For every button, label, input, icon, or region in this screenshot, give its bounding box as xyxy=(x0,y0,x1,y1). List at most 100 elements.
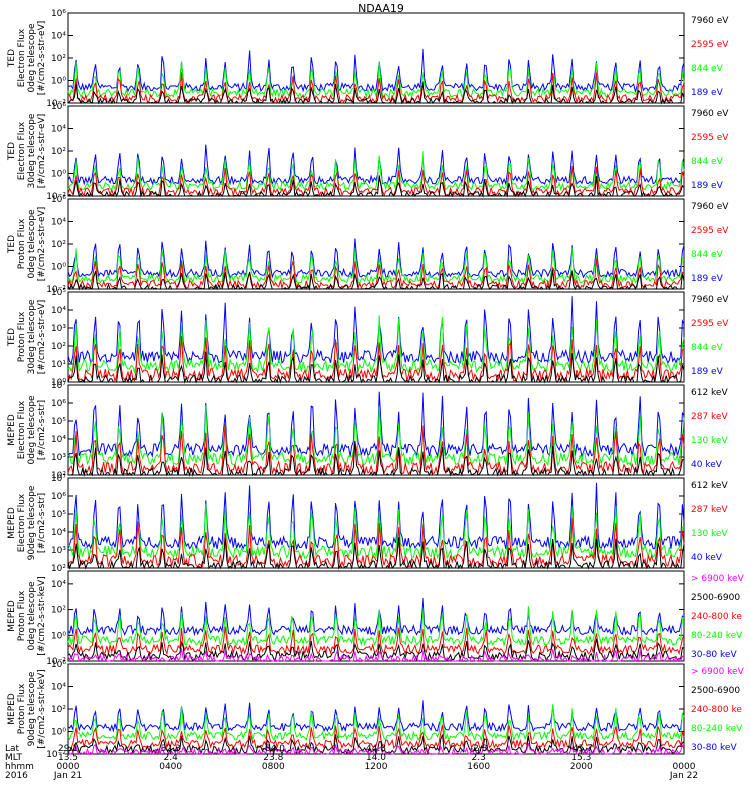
legend-entry: 2500-6900 xyxy=(691,686,740,696)
panel-frame xyxy=(67,198,685,290)
panel-4: 10⁰ 10¹ 10² 10³ 10⁴ 10⁵ TEDProton Flux30deg te… xyxy=(7,288,729,388)
legend-entry: 612 keV xyxy=(691,388,728,398)
x-tick-label: 0000 xyxy=(673,762,696,772)
series-line xyxy=(67,700,685,733)
y-tick-label: 10⁻² xyxy=(46,657,66,667)
y-axis-label: MEPEDElectron Flux90deg telescope[#/cm2-… xyxy=(7,485,47,560)
legend-entry: 80-240 keV xyxy=(691,631,743,641)
y-axis-label-line: MEPED xyxy=(7,693,17,725)
x-tick-label: 13.5 xyxy=(58,753,78,763)
y-axis-label-line: MEPED xyxy=(7,414,17,446)
legend-entry: 844 eV xyxy=(691,343,724,353)
y-tick-label: 10³ xyxy=(51,546,66,556)
y-tick-label: 10⁶ xyxy=(51,9,66,19)
y-axis-label-line: 0deg telescope xyxy=(27,581,37,651)
y-axis-label: MEPEDProton Flux0deg telescope[#/cm2-s-s… xyxy=(7,576,47,655)
y-tick-label: 10³ xyxy=(51,453,66,463)
y-tick-label: 10⁻² xyxy=(46,192,66,202)
y-tick-label: 10⁴ xyxy=(51,435,66,445)
series-line xyxy=(67,517,685,569)
series-line xyxy=(67,175,685,198)
series-line xyxy=(67,423,685,476)
x-tick-label: 44.8 xyxy=(366,744,386,754)
series-line xyxy=(67,72,685,105)
y-axis-label-line: 0deg telescope xyxy=(27,395,37,465)
y-tick-label: 10⁵ xyxy=(51,510,66,520)
y-tick-label: 10² xyxy=(51,342,66,352)
y-tick-label: 10⁰ xyxy=(51,378,66,388)
y-tick-label: 10⁻² xyxy=(46,99,66,109)
y-axis-label-line: MEPED xyxy=(7,507,17,539)
legend-entry: 189 eV xyxy=(691,367,724,377)
series-line xyxy=(67,724,685,750)
x-tick-label: 2000 xyxy=(570,762,593,772)
legend-entry: 2595 eV xyxy=(691,226,729,236)
x-row-label: Lat xyxy=(5,744,20,754)
y-tick-label: 10² xyxy=(51,147,66,157)
series-line xyxy=(67,391,685,459)
series-line xyxy=(67,482,685,551)
legend-entry: > 6900 keV xyxy=(691,574,745,584)
y-axis-label: TEDElectron Flux0deg telescope[#/cm2-s-s… xyxy=(7,21,47,96)
x-row-label: MLT xyxy=(5,753,23,763)
x-tick-label: -2.8 xyxy=(470,744,488,754)
x-tick-label: 2.3 xyxy=(472,753,486,763)
y-axis-label-line: [#/cm2-s-str-eV] xyxy=(37,300,47,375)
y-axis-label-line: Electron Flux xyxy=(17,121,27,180)
x-row-label: 2016 xyxy=(5,771,28,781)
y-tick-label: 10⁶ xyxy=(51,195,66,205)
y-axis-label-line: TED xyxy=(7,142,17,161)
x-tick-label: 1200 xyxy=(365,762,388,772)
series-line xyxy=(67,247,685,285)
panel-7: 10⁻² 10⁰ 10² 10⁴ MEPEDProton Flux0deg telesc… xyxy=(7,570,745,667)
y-tick-label: 10⁰ xyxy=(51,631,66,641)
x-tick-label: 0400 xyxy=(159,762,182,772)
series-line xyxy=(67,238,685,279)
legend-entry: 7960 eV xyxy=(691,202,729,212)
y-axis-label-line: [#/cm2-s-str-keV] xyxy=(37,669,47,748)
series-line xyxy=(67,537,685,570)
legend-entry: 130 keV xyxy=(691,529,728,539)
y-tick-label: 10⁷ xyxy=(51,474,66,484)
panel-6: 10² 10³ 10⁴ 10⁵ 10⁶ 10⁷ MEPEDElectron Flux90de… xyxy=(7,474,728,574)
y-axis-label: MEPEDElectron Flux0deg telescope[#/cm2-s… xyxy=(7,395,47,465)
y-tick-label: 10⁴ xyxy=(51,683,66,693)
y-tick-label: 10² xyxy=(51,240,66,250)
panel-frame xyxy=(67,570,685,662)
legend-entry: 240-800 ke xyxy=(691,705,742,715)
y-tick-label: 10² xyxy=(51,564,66,574)
y-tick-label: 10⁰ xyxy=(51,263,66,273)
x-tick-label: Jan 22 xyxy=(669,771,698,781)
y-axis-label-line: TED xyxy=(7,49,17,68)
x-tick-label: 32.3 xyxy=(161,744,181,754)
y-axis-label-line: TED xyxy=(7,328,17,347)
y-axis-label: TEDElectron Flux30deg telescope[#/cm2-s-… xyxy=(7,113,47,188)
y-axis-label-line: 90deg telescope xyxy=(27,671,37,746)
x-tick-label: 2.4 xyxy=(164,753,179,763)
legend-entry: 844 eV xyxy=(691,64,724,74)
x-tick-label: 1600 xyxy=(467,762,490,772)
series-line xyxy=(67,606,685,647)
y-axis-label-line: Electron Flux xyxy=(17,493,27,552)
y-axis-label-line: [#/cm2-s-str-eV] xyxy=(37,207,47,282)
y-tick-label: 10⁴ xyxy=(51,528,66,538)
legend-entry: 80-240 keV xyxy=(691,724,743,734)
y-tick-label: 10⁴ xyxy=(51,125,66,135)
series-line xyxy=(67,405,685,467)
y-tick-label: 10⁵ xyxy=(51,417,66,427)
series-line xyxy=(67,81,685,105)
series-line xyxy=(67,503,685,560)
y-axis-label-line: [#/cm2-s-str-keV] xyxy=(37,576,47,655)
series-line xyxy=(67,144,685,186)
y-axis-label-line: Electron Flux xyxy=(17,28,27,87)
legend-entry: 7960 eV xyxy=(691,295,729,305)
y-tick-label: 10⁴ xyxy=(51,580,66,590)
panel-5: 10² 10³ 10⁴ 10⁵ 10⁶ 10⁷ MEPEDElectron Flux0deg… xyxy=(7,381,728,481)
y-axis-label-line: 0deg telescope xyxy=(27,23,37,93)
y-axis-label: MEPEDProton Flux90deg telescope[#/cm2-s-… xyxy=(7,669,47,748)
legend-entry: 130 keV xyxy=(691,436,728,446)
y-axis-label-line: Proton Flux xyxy=(17,311,27,362)
series-line xyxy=(67,315,685,374)
y-tick-label: 10⁰ xyxy=(51,728,66,738)
series-line xyxy=(68,440,685,477)
